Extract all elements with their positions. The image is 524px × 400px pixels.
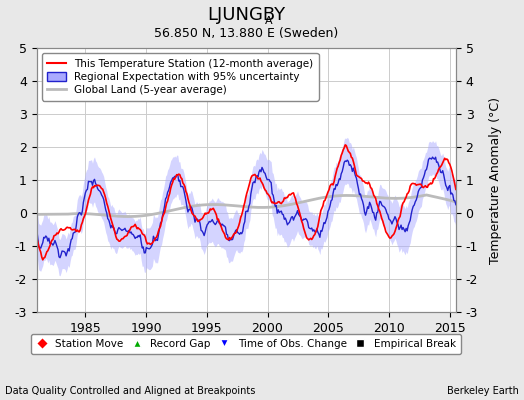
- Text: 56.850 N, 13.880 E (Sweden): 56.850 N, 13.880 E (Sweden): [154, 27, 339, 40]
- Legend: Station Move, Record Gap, Time of Obs. Change, Empirical Break: Station Move, Record Gap, Time of Obs. C…: [31, 334, 461, 354]
- Text: A: A: [265, 16, 273, 26]
- Y-axis label: Temperature Anomaly (°C): Temperature Anomaly (°C): [489, 96, 503, 264]
- Text: Data Quality Controlled and Aligned at Breakpoints: Data Quality Controlled and Aligned at B…: [5, 386, 256, 396]
- Text: LJUNGBY: LJUNGBY: [207, 6, 286, 24]
- Text: Berkeley Earth: Berkeley Earth: [447, 386, 519, 396]
